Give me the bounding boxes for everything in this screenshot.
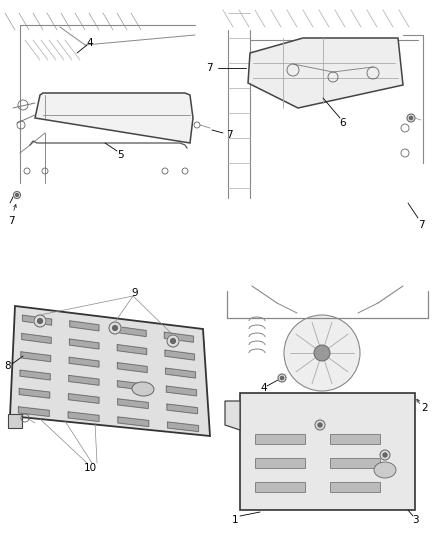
Text: 6: 6 <box>340 118 346 128</box>
Text: 5: 5 <box>117 150 124 160</box>
Circle shape <box>380 450 390 460</box>
Text: 1: 1 <box>232 515 238 525</box>
Polygon shape <box>10 306 210 436</box>
Polygon shape <box>69 357 99 367</box>
Polygon shape <box>8 414 22 428</box>
Polygon shape <box>117 327 146 336</box>
Bar <box>330 458 380 468</box>
Polygon shape <box>248 38 403 108</box>
Circle shape <box>34 315 46 327</box>
Circle shape <box>167 335 179 347</box>
Text: 4: 4 <box>261 383 267 393</box>
Polygon shape <box>167 404 198 414</box>
Circle shape <box>16 193 18 196</box>
Text: 7: 7 <box>206 63 212 73</box>
Polygon shape <box>68 412 99 422</box>
Circle shape <box>14 191 21 198</box>
Polygon shape <box>23 315 52 325</box>
Polygon shape <box>21 352 51 361</box>
Polygon shape <box>70 339 99 349</box>
Bar <box>330 482 380 492</box>
Circle shape <box>38 319 42 324</box>
Bar <box>255 434 305 444</box>
Circle shape <box>410 116 413 119</box>
Bar <box>255 482 305 492</box>
Polygon shape <box>168 422 198 432</box>
Circle shape <box>407 114 415 122</box>
Text: 4: 4 <box>87 38 93 48</box>
Polygon shape <box>165 350 194 360</box>
Polygon shape <box>117 381 148 391</box>
Text: 3: 3 <box>412 515 418 525</box>
Polygon shape <box>117 345 147 354</box>
Text: 8: 8 <box>5 361 11 371</box>
Polygon shape <box>164 332 194 342</box>
Polygon shape <box>18 407 49 416</box>
Circle shape <box>113 326 117 330</box>
Bar <box>240 393 415 510</box>
Circle shape <box>318 423 322 427</box>
Polygon shape <box>70 321 99 331</box>
Polygon shape <box>166 368 195 378</box>
Ellipse shape <box>132 382 154 396</box>
Bar <box>255 458 305 468</box>
Text: 9: 9 <box>132 288 138 298</box>
Circle shape <box>109 322 121 334</box>
Polygon shape <box>118 417 149 426</box>
Polygon shape <box>166 386 197 396</box>
Circle shape <box>284 315 360 391</box>
Polygon shape <box>118 399 148 408</box>
Text: 2: 2 <box>422 403 428 413</box>
Polygon shape <box>19 389 50 398</box>
Polygon shape <box>35 93 193 143</box>
Polygon shape <box>20 370 50 380</box>
Bar <box>330 434 380 444</box>
Circle shape <box>315 420 325 430</box>
Polygon shape <box>22 334 51 343</box>
Text: 7: 7 <box>8 216 14 226</box>
Text: 10: 10 <box>83 463 96 473</box>
Polygon shape <box>117 363 147 373</box>
Circle shape <box>170 338 175 343</box>
Circle shape <box>314 345 330 361</box>
Circle shape <box>280 376 283 379</box>
Text: 7: 7 <box>226 130 232 140</box>
Ellipse shape <box>374 462 396 478</box>
Polygon shape <box>68 394 99 403</box>
Circle shape <box>383 453 387 457</box>
Polygon shape <box>69 375 99 385</box>
Circle shape <box>278 374 286 382</box>
Polygon shape <box>225 401 240 430</box>
Text: 7: 7 <box>418 220 424 230</box>
